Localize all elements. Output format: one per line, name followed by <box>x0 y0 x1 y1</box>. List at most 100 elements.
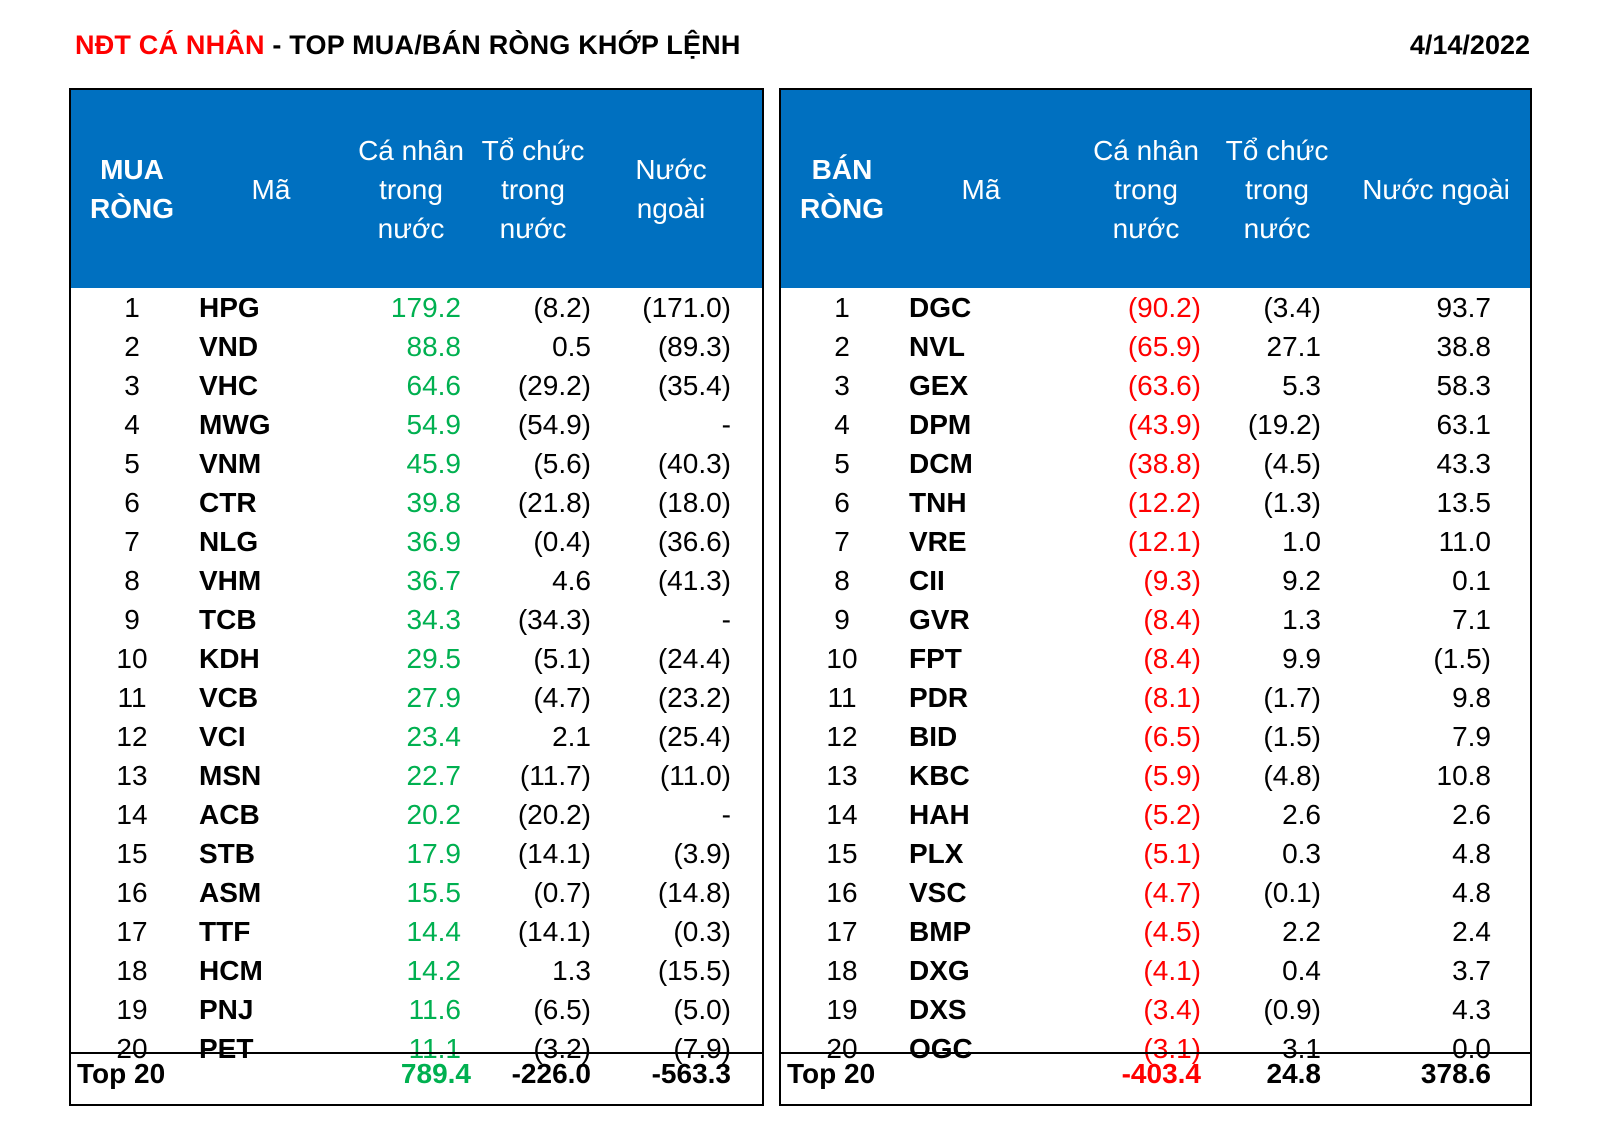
cell-nuoc-ngoai: (0.3) <box>673 916 731 947</box>
cell-ticker: DXG <box>909 955 970 986</box>
table-row: 18 HCM 14.2 1.3 (15.5) <box>71 951 762 990</box>
cell-rank: 7 <box>124 526 140 557</box>
cell-ca-nhan: (4.1) <box>1143 955 1201 986</box>
table-row: 15 STB 17.9 (14.1) (3.9) <box>71 834 762 873</box>
table-row: 12 BID (6.5) (1.5) 7.9 <box>781 717 1530 756</box>
table-row: 7 VRE (12.1) 1.0 11.0 <box>781 522 1530 561</box>
table-row: 20 OGC (3.1) 3.1 0.0 <box>781 1029 1530 1068</box>
cell-ca-nhan: 20.2 <box>406 799 462 830</box>
cell-to-chuc: 1.3 <box>552 955 591 986</box>
table-row: 18 DXG (4.1) 0.4 3.7 <box>781 951 1530 990</box>
cell-ca-nhan: 23.4 <box>406 721 462 752</box>
cell-nuoc-ngoai: - <box>721 799 731 830</box>
cell-rank: 1 <box>834 292 850 323</box>
cell-ticker: TNH <box>909 487 967 518</box>
table-row: 20 PET 11.1 (3.2) (7.9) <box>71 1029 762 1068</box>
buy-table: MUA RÒNG Mã Cá nhân trong nước Tổ chức t… <box>69 88 764 1106</box>
cell-ca-nhan: (3.1) <box>1143 1033 1201 1064</box>
cell-ca-nhan: 36.9 <box>406 526 462 557</box>
cell-rank: 14 <box>116 799 148 830</box>
cell-nuoc-ngoai: (5.0) <box>673 994 731 1025</box>
header-ca-nhan: Cá nhân trong nước <box>1093 134 1199 244</box>
cell-to-chuc: 5.3 <box>1282 370 1321 401</box>
table-row: 6 TNH (12.2) (1.3) 13.5 <box>781 483 1530 522</box>
cell-nuoc-ngoai: 63.1 <box>1436 409 1492 440</box>
cell-ticker: VHC <box>199 370 259 401</box>
cell-ca-nhan: (3.4) <box>1143 994 1201 1025</box>
cell-ca-nhan: 39.8 <box>406 487 462 518</box>
table-row: 11 VCB 27.9 (4.7) (23.2) <box>71 678 762 717</box>
total-to-chuc: -226.0 <box>511 1058 591 1089</box>
sell-table-total: Top 20 -403.4 24.8 378.6 <box>781 1052 1530 1106</box>
cell-to-chuc: (1.3) <box>1263 487 1321 518</box>
cell-ticker: DCM <box>909 448 973 479</box>
total-label: Top 20 <box>77 1058 166 1089</box>
cell-nuoc-ngoai: 11.0 <box>1438 526 1491 557</box>
cell-ticker: PDR <box>909 682 969 713</box>
cell-ca-nhan: (65.9) <box>1127 331 1201 362</box>
cell-ca-nhan: (4.7) <box>1143 877 1201 908</box>
cell-ca-nhan: (12.1) <box>1127 526 1201 557</box>
cell-rank: 3 <box>834 370 850 401</box>
cell-to-chuc: (0.1) <box>1263 877 1321 908</box>
cell-ca-nhan: 29.5 <box>406 643 462 674</box>
sell-table: BÁN RÒNG Mã Cá nhân trong nước Tổ chức t… <box>779 88 1532 1106</box>
cell-ticker: DPM <box>909 409 972 440</box>
cell-ticker: CII <box>909 565 945 596</box>
cell-nuoc-ngoai: (35.4) <box>657 370 731 401</box>
cell-ticker: TCB <box>199 604 257 635</box>
cell-nuoc-ngoai: 4.8 <box>1452 838 1491 869</box>
cell-ca-nhan: (8.4) <box>1143 643 1201 674</box>
table-row: 14 HAH (5.2) 2.6 2.6 <box>781 795 1530 834</box>
cell-ticker: PNJ <box>199 994 254 1025</box>
cell-ticker: MSN <box>199 760 262 791</box>
cell-rank: 8 <box>834 565 850 596</box>
cell-rank: 9 <box>124 604 140 635</box>
cell-rank: 3 <box>124 370 140 401</box>
cell-rank: 13 <box>826 760 858 791</box>
cell-rank: 14 <box>826 799 858 830</box>
title-rest: - TOP MUA/BÁN RÒNG KHỚP LỆNH <box>264 30 741 60</box>
table-row: 3 VHC 64.6 (29.2) (35.4) <box>71 366 762 405</box>
cell-to-chuc: (1.7) <box>1263 682 1321 713</box>
cell-ticker: TTF <box>199 916 251 947</box>
cell-to-chuc: 3.1 <box>1282 1033 1321 1064</box>
cell-to-chuc: (5.6) <box>533 448 591 479</box>
cell-rank: 10 <box>116 643 148 674</box>
cell-ca-nhan: 34.3 <box>406 604 462 635</box>
cell-nuoc-ngoai: (36.6) <box>657 526 731 557</box>
cell-rank: 17 <box>826 916 858 947</box>
cell-ca-nhan: (5.2) <box>1143 799 1201 830</box>
table-row: 7 NLG 36.9 (0.4) (36.6) <box>71 522 762 561</box>
table-row: 5 DCM (38.8) (4.5) 43.3 <box>781 444 1530 483</box>
cell-to-chuc: (4.8) <box>1263 760 1321 791</box>
cell-ca-nhan: (4.5) <box>1143 916 1201 947</box>
cell-rank: 15 <box>116 838 148 869</box>
cell-rank: 12 <box>116 721 148 752</box>
cell-to-chuc: (0.7) <box>533 877 591 908</box>
cell-ticker: HAH <box>909 799 970 830</box>
header-ca-nhan: Cá nhân trong nước <box>358 134 464 244</box>
cell-nuoc-ngoai: - <box>721 604 731 635</box>
header-ticker: Mã <box>251 173 291 205</box>
cell-to-chuc: (4.7) <box>533 682 591 713</box>
cell-ca-nhan: 14.2 <box>406 955 462 986</box>
table-row: 1 HPG 179.2 (8.2) (171.0) <box>71 288 762 327</box>
cell-nuoc-ngoai: 58.3 <box>1436 370 1492 401</box>
cell-rank: 2 <box>124 331 140 362</box>
table-row: 9 GVR (8.4) 1.3 7.1 <box>781 600 1530 639</box>
cell-nuoc-ngoai: (18.0) <box>657 487 731 518</box>
cell-ticker: VHM <box>199 565 262 596</box>
cell-nuoc-ngoai: 7.9 <box>1452 721 1491 752</box>
cell-rank: 9 <box>834 604 850 635</box>
total-ca-nhan: 789.4 <box>400 1058 471 1089</box>
header-ticker: Mã <box>961 173 1001 205</box>
cell-nuoc-ngoai: 93.7 <box>1436 292 1492 323</box>
total-label: Top 20 <box>787 1058 876 1089</box>
cell-nuoc-ngoai: 13.5 <box>1436 487 1492 518</box>
table-row: 2 VND 88.8 0.5 (89.3) <box>71 327 762 366</box>
cell-nuoc-ngoai: (171.0) <box>642 292 731 323</box>
header-rank: BÁN RÒNG <box>800 154 884 224</box>
cell-to-chuc: 0.3 <box>1282 838 1321 869</box>
cell-rank: 17 <box>116 916 148 947</box>
